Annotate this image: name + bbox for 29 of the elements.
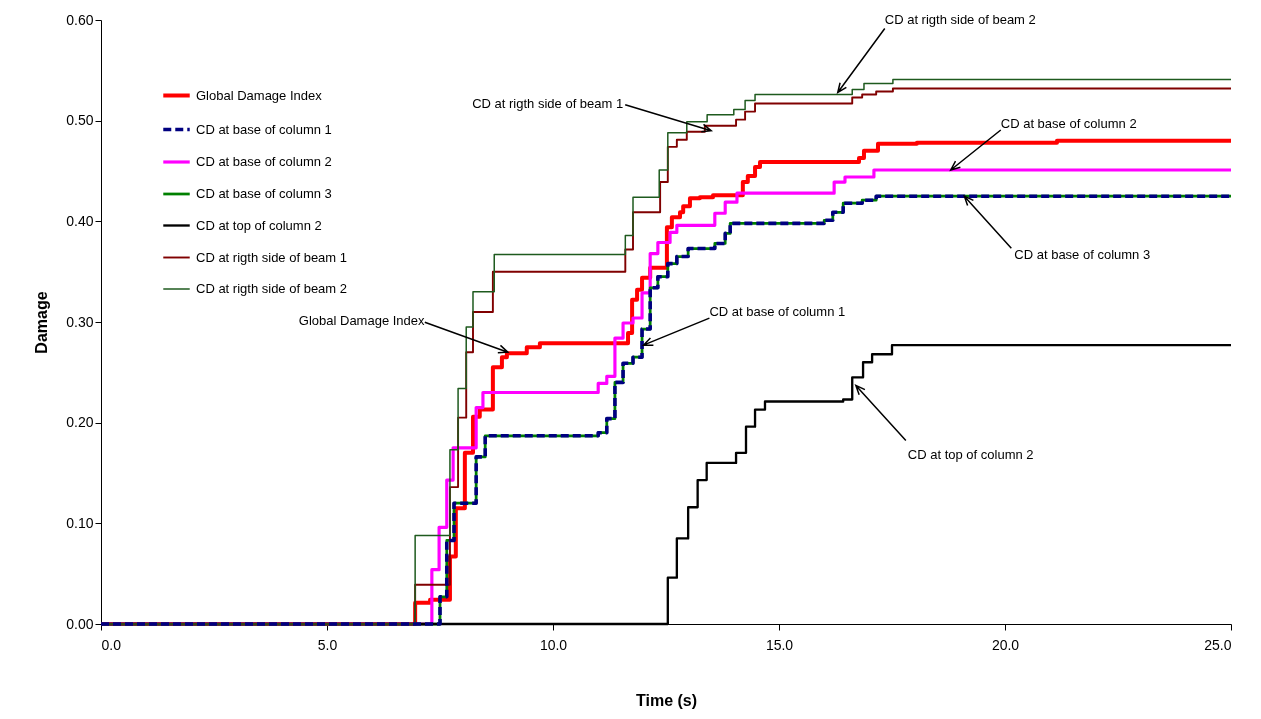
x-tick-label: 20.0 <box>991 636 1020 653</box>
annotation: Global Damage Index <box>298 313 426 329</box>
y-tick-label: 0.50 <box>66 112 94 129</box>
annotation: CD at rigth side of beam 1 <box>472 95 624 111</box>
x-tick-label: 10.0 <box>539 636 568 653</box>
annotation: CD at base of column 3 <box>1014 247 1151 263</box>
legend-label: CD at base of column 1 <box>196 121 332 137</box>
y-axis-title: Damage <box>33 291 51 354</box>
y-tick-label: 0.00 <box>66 615 94 632</box>
legend-label: CD at rigth side of beam 2 <box>196 281 348 296</box>
annotation: CD at base of column 2 <box>1000 115 1137 131</box>
x-tick-label: 5.0 <box>317 636 338 653</box>
legend-label: CD at base of column 3 <box>196 186 332 201</box>
x-axis-title: Time (s) <box>635 691 698 709</box>
x-tick-label: 0.0 <box>101 636 122 653</box>
annotation: CD at top of column 2 <box>907 447 1034 463</box>
y-tick-label: 0.30 <box>66 313 94 330</box>
y-tick-label: 0.10 <box>66 514 94 531</box>
y-tick-label: 0.20 <box>66 414 94 431</box>
legend-label: CD at base of column 2 <box>196 154 332 169</box>
y-tick-label: 0.40 <box>66 212 94 229</box>
annotation: CD at base of column 1 <box>709 304 846 320</box>
x-tick-label: 15.0 <box>765 636 794 653</box>
annotation: CD at rigth side of beam 2 <box>884 12 1036 28</box>
legend-label: CD at top of column 2 <box>196 217 322 233</box>
legend-label: Global Damage Index <box>196 87 323 103</box>
y-tick-label: 0.60 <box>66 11 94 28</box>
legend-label: CD at rigth side of beam 1 <box>196 249 348 265</box>
x-tick-label: 25.0 <box>1204 636 1232 653</box>
